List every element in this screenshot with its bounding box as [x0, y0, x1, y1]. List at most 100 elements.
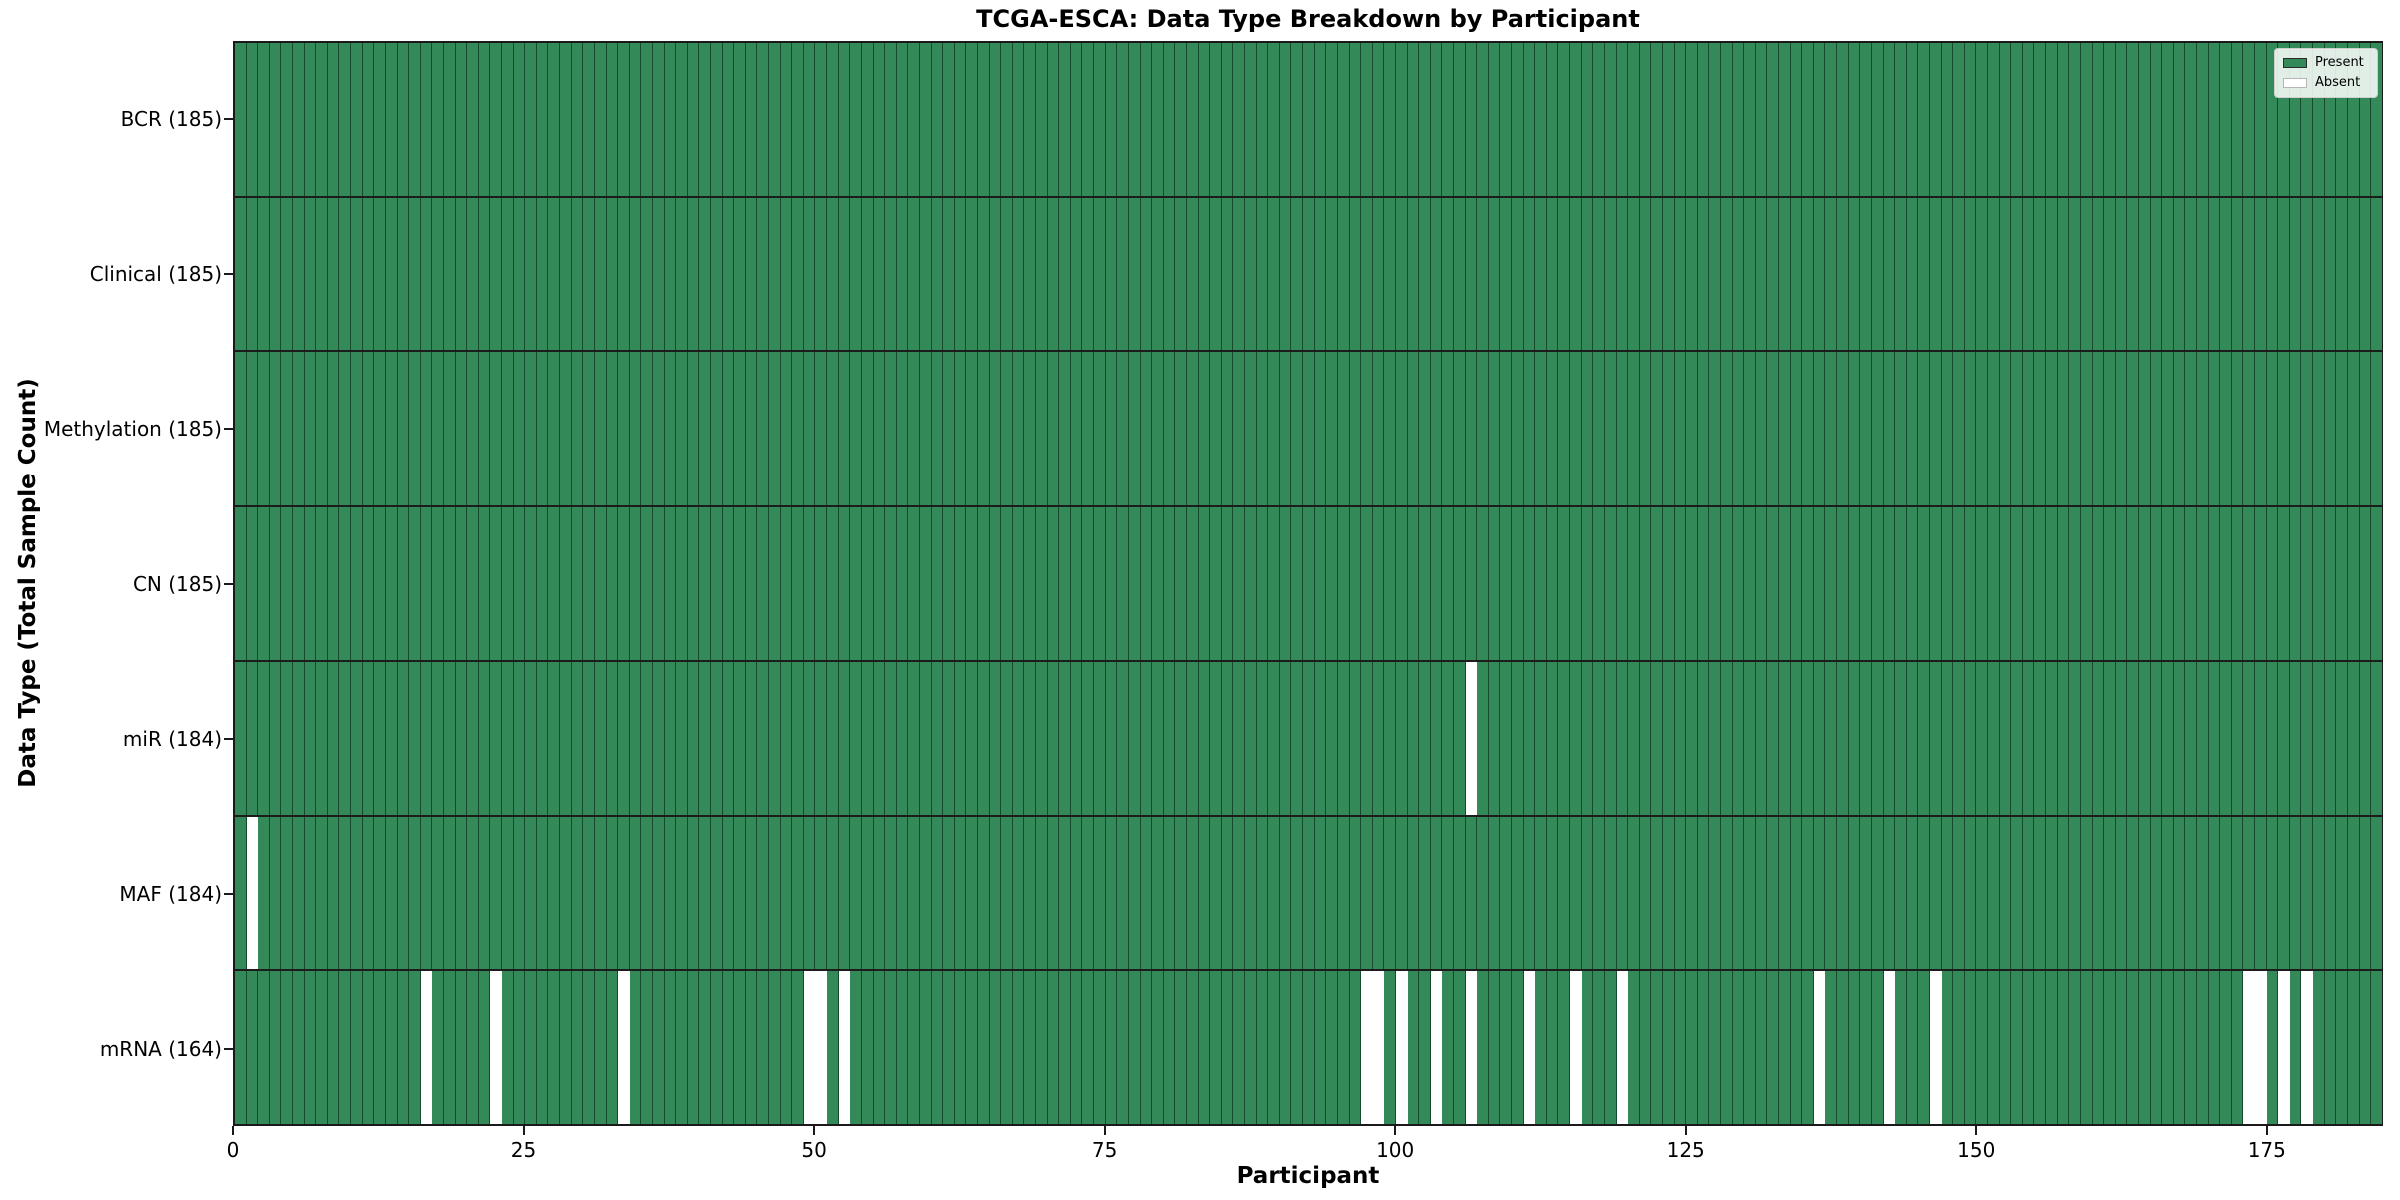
- heatmap-cell-present: [885, 197, 897, 351]
- heatmap-cell-present: [710, 507, 723, 660]
- heatmap-cell-present: [1964, 352, 1977, 506]
- heatmap-cell-present: [1059, 197, 1071, 351]
- heatmap-cell-present: [525, 661, 537, 815]
- heatmap-cell-present: [1442, 43, 1454, 196]
- heatmap-cell-present: [908, 197, 920, 351]
- heatmap-cell-present: [1906, 507, 1919, 660]
- heatmap-cell-present: [374, 816, 386, 970]
- heatmap-cell-present: [2092, 352, 2105, 506]
- heatmap-cell-present: [2022, 971, 2035, 1125]
- heatmap-cell-present: [1152, 816, 1164, 970]
- y-tick-mark: [224, 427, 233, 430]
- heatmap-cell-present: [467, 43, 479, 196]
- heatmap-cell-present: [908, 661, 920, 815]
- heatmap-cell-present: [954, 352, 967, 506]
- heatmap-cell-present: [861, 816, 874, 970]
- heatmap-cell-present: [1779, 43, 1791, 196]
- heatmap-cell-present: [722, 661, 735, 815]
- heatmap-cell-present: [1767, 352, 1780, 506]
- heatmap-cell-present: [2313, 661, 2325, 815]
- heatmap-cell-present: [571, 197, 584, 351]
- heatmap-cell-present: [780, 197, 793, 351]
- heatmap-cell-present: [1790, 507, 1803, 660]
- heatmap-cell-present: [1326, 816, 1338, 970]
- heatmap-cell-present: [1036, 352, 1048, 506]
- heatmap-cell-present: [2022, 507, 2035, 660]
- heatmap-cell-present: [1744, 661, 1756, 815]
- heatmap-cell-present: [2313, 971, 2325, 1125]
- heatmap-cell-present: [2069, 43, 2081, 196]
- heatmap-cell-present: [571, 507, 584, 660]
- heatmap-cell-present: [269, 816, 282, 970]
- heatmap-cell-present: [2289, 352, 2302, 506]
- heatmap-cell-present: [1570, 816, 1582, 970]
- heatmap-cell-present: [1709, 507, 1721, 660]
- heatmap-cell-present: [304, 43, 317, 196]
- heatmap-cell-present: [2022, 197, 2035, 351]
- heatmap-cell-present: [896, 971, 909, 1125]
- heatmap-cell-present: [1349, 661, 1362, 815]
- heatmap-cell-present: [2243, 507, 2256, 660]
- heatmap-cell-present: [1082, 197, 1095, 351]
- heatmap-cell-present: [1128, 507, 1141, 660]
- heatmap-cell-present: [1639, 507, 1652, 660]
- heatmap-cell-present: [1279, 971, 1292, 1125]
- heatmap-cell-present: [1105, 661, 1118, 815]
- heatmap-cell-present: [583, 971, 595, 1125]
- heatmap-cell-present: [641, 971, 653, 1125]
- heatmap-cell-present: [478, 43, 491, 196]
- heatmap-cell-present: [1546, 507, 1559, 660]
- heatmap-cell-present: [281, 661, 294, 815]
- heatmap-cell-present: [966, 43, 978, 196]
- heatmap-cell-present: [374, 352, 386, 506]
- heatmap-cell-present: [1314, 661, 1327, 815]
- heatmap-cell-present: [1825, 43, 1838, 196]
- heatmap-cell-present: [1361, 816, 1373, 970]
- heatmap-cell-present: [1581, 352, 1594, 506]
- heatmap-cell-present: [1686, 661, 1698, 815]
- heatmap-cell-present: [2092, 816, 2105, 970]
- heatmap-cell-absent: [420, 971, 433, 1125]
- heatmap-cell-present: [571, 43, 584, 196]
- heatmap-cell-present: [1070, 507, 1083, 660]
- heatmap-cell-present: [1616, 352, 1629, 506]
- heatmap-cell-present: [1059, 971, 1071, 1125]
- heatmap-cell-present: [1628, 507, 1640, 660]
- heatmap-cell-present: [1999, 43, 2012, 196]
- heatmap-cell-present: [1395, 507, 1408, 660]
- heatmap-cell-present: [885, 507, 897, 660]
- heatmap-cell-present: [1558, 197, 1571, 351]
- legend-label-present: Present: [2315, 55, 2364, 70]
- heatmap-cell-present: [873, 816, 886, 970]
- heatmap-cell-present: [943, 197, 955, 351]
- heatmap-cell-present: [2278, 43, 2290, 196]
- heatmap-cell-present: [1210, 661, 1222, 815]
- heatmap-cell-present: [1268, 661, 1280, 815]
- heatmap-cell-present: [362, 816, 375, 970]
- heatmap-cell-present: [1326, 352, 1338, 506]
- heatmap-cell-present: [1012, 352, 1025, 506]
- heatmap-cell-present: [792, 507, 804, 660]
- heatmap-cell-present: [536, 197, 549, 351]
- heatmap-cell-absent: [1616, 971, 1629, 1125]
- heatmap-cell-present: [1210, 971, 1222, 1125]
- heatmap-cell-present: [2104, 816, 2116, 970]
- heatmap-cell-absent: [246, 816, 259, 970]
- heatmap-cell-present: [536, 971, 549, 1125]
- heatmap-cell-present: [1593, 971, 1605, 1125]
- heatmap-cell-present: [1117, 661, 1129, 815]
- heatmap-cell-present: [1419, 197, 1431, 351]
- heatmap-cell-present: [2220, 197, 2232, 351]
- heatmap-cell-present: [664, 816, 677, 970]
- heatmap-cell-present: [1593, 661, 1605, 815]
- heatmap-cell-present: [2313, 507, 2325, 660]
- heatmap-cell-present: [757, 971, 770, 1125]
- heatmap-cell-present: [1697, 971, 1710, 1125]
- x-axis-label: Participant: [1236, 1163, 1380, 1189]
- heatmap-cell-present: [827, 971, 839, 1125]
- heatmap-cell-present: [548, 816, 561, 970]
- heatmap-cell-present: [1593, 352, 1605, 506]
- heatmap-cell-present: [2185, 507, 2197, 660]
- heatmap-cell-present: [606, 43, 619, 196]
- heatmap-cell-present: [1988, 971, 2000, 1125]
